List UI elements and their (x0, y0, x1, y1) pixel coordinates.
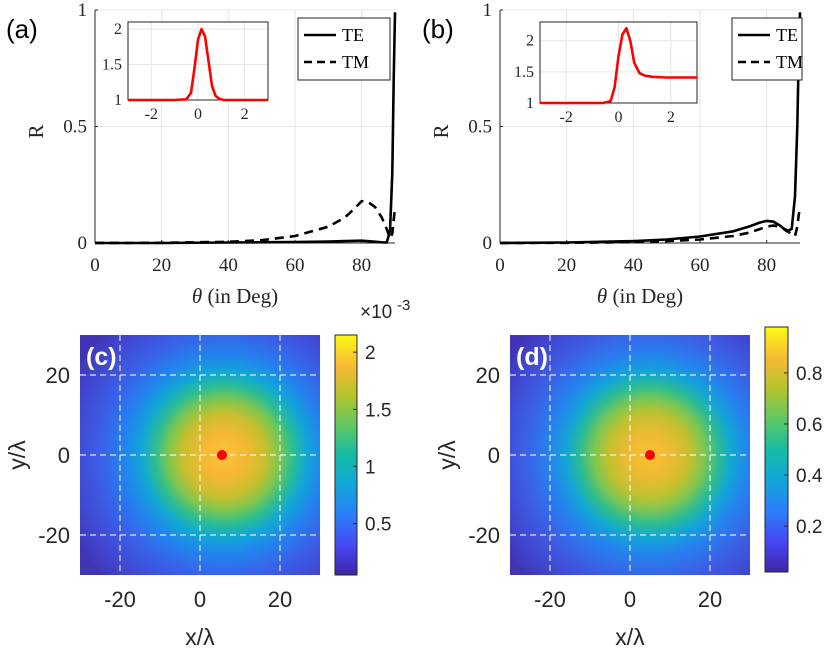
inset-plot: -2 0 2 1 1.5 2 (514, 21, 698, 126)
y-tick-label: 0 (78, 233, 88, 254)
x-tick-label: -20 (534, 587, 566, 612)
y-tick-label: 20 (476, 363, 500, 388)
panel-a: 0 20 40 60 80 0 0.5 1 θ (in Deg) R TE TM -2 0 2 1 1.5 2 (a… (6, 0, 397, 308)
inset-curve (540, 26, 697, 105)
legend-label-tm: TM (342, 52, 369, 72)
colorbar-exponent-power: -3 (397, 297, 410, 314)
y-tick-label: 0 (483, 233, 493, 254)
inset-x-tick-label: -2 (145, 106, 158, 123)
peak-marker (645, 450, 655, 460)
inset-x-tick-label: 0 (194, 106, 202, 123)
legend-box (731, 17, 803, 81)
inset-y-tick-label: 2 (526, 33, 534, 50)
y-axis-label: y/λ (4, 440, 30, 470)
panel-label: (a) (6, 14, 38, 44)
x-axis-label-symbol: θ (192, 284, 202, 308)
inset-plot: -2 0 2 1 1.5 2 (102, 21, 269, 123)
colorbar-gradient (334, 334, 358, 576)
x-tick-label: 80 (352, 255, 371, 276)
y-tick-label: 0.5 (468, 117, 492, 138)
legend-label-tm: TM (776, 52, 803, 72)
series-line-te (499, 12, 802, 245)
inset-curve (128, 27, 268, 102)
x-tick-label: 20 (557, 255, 576, 276)
colorbar-tick-label: 0.8 (796, 364, 822, 385)
x-axis-label: θ (in Deg) (192, 284, 278, 308)
legend-label-te: TE (342, 25, 364, 45)
y-tick-label: 1 (78, 0, 88, 21)
panel-c: -20 0 20 20 0 -20 x/λ y/λ (c) 0.5 1 1.5 2 ×10 -3 (4, 297, 410, 650)
panel-d: -20 0 20 20 0 -20 x/λ y/λ (d) 0.2 0.4 0.6 0.8 (434, 326, 823, 650)
colorbar-gradient (764, 326, 789, 573)
inset-y-tick-label: 1.5 (102, 57, 122, 74)
inset-frame (539, 21, 698, 104)
x-tick-label: -20 (104, 587, 136, 612)
x-axis-label: x/λ (615, 624, 645, 650)
inset-y-tick-label: 1 (114, 92, 122, 109)
x-tick-label: 40 (219, 255, 238, 276)
colorbar: 0.5 1 1.5 2 ×10 -3 (334, 297, 410, 576)
legend-box (297, 17, 391, 81)
colorbar: 0.2 0.4 0.6 0.8 (764, 326, 823, 573)
x-tick-label: 20 (698, 587, 722, 612)
peak-marker (217, 450, 227, 460)
x-axis-label: x/λ (185, 624, 215, 650)
x-axis-label-text: (in Deg) (202, 284, 278, 308)
x-tick-label: 60 (691, 255, 710, 276)
y-axis-label: y/λ (434, 440, 460, 470)
y-axis-label: R (429, 124, 453, 138)
inset-y-tick-label: 1 (526, 95, 534, 112)
x-tick-label: 0 (194, 587, 206, 612)
y-tick-label: -20 (468, 523, 500, 548)
colorbar-tick-label: 1.5 (365, 400, 391, 421)
y-axis-label: R (24, 124, 48, 138)
panel-b: 0 20 40 60 80 0 0.5 1 θ (in Deg) R TE TM -2 0 2 1 1.5 2 (b… (422, 0, 803, 308)
x-tick-label: 60 (286, 255, 305, 276)
panel-label: (d) (516, 343, 548, 371)
x-tick-label: 20 (268, 587, 292, 612)
x-tick-label: 0 (90, 255, 100, 276)
inset-y-tick-label: 1.5 (514, 64, 534, 81)
x-tick-label: 0 (624, 587, 636, 612)
y-tick-label: 0 (58, 443, 70, 468)
colorbar-exponent: ×10 (360, 302, 392, 323)
x-axis-label-text: (in Deg) (607, 284, 683, 308)
colorbar-tick-label: 0.4 (796, 466, 823, 487)
y-tick-label: 1 (483, 0, 493, 21)
panel-label: (b) (422, 14, 454, 44)
inset-x-tick-label: 0 (615, 109, 623, 126)
y-tick-label: 0.5 (63, 117, 87, 138)
x-tick-label: 40 (624, 255, 643, 276)
y-tick-label: 20 (46, 363, 70, 388)
y-tick-label: 0 (488, 443, 500, 468)
series-line-tm (499, 207, 802, 245)
inset-x-tick-label: 2 (667, 109, 675, 126)
legend-label-te: TE (776, 25, 798, 45)
x-tick-label: 0 (495, 255, 505, 276)
panel-label: (c) (86, 343, 117, 371)
x-tick-label: 80 (757, 255, 776, 276)
colorbar-tick-label: 0.5 (365, 515, 391, 536)
y-tick-label: -20 (38, 523, 70, 548)
inset-y-tick-label: 2 (114, 21, 122, 38)
colorbar-tick-label: 0.6 (796, 415, 822, 436)
x-axis-label: θ (in Deg) (597, 284, 683, 308)
inset-x-tick-label: 2 (241, 106, 249, 123)
colorbar-tick-label: 0.2 (796, 517, 822, 538)
colorbar-tick-label: 2 (365, 343, 376, 364)
series-line-tm (94, 199, 397, 245)
series-line-te (95, 12, 397, 245)
x-tick-label: 20 (152, 255, 171, 276)
inset-frame (127, 21, 269, 101)
x-axis-label-symbol: θ (597, 284, 607, 308)
inset-x-tick-label: -2 (560, 109, 573, 126)
colorbar-tick-label: 1 (365, 457, 376, 478)
